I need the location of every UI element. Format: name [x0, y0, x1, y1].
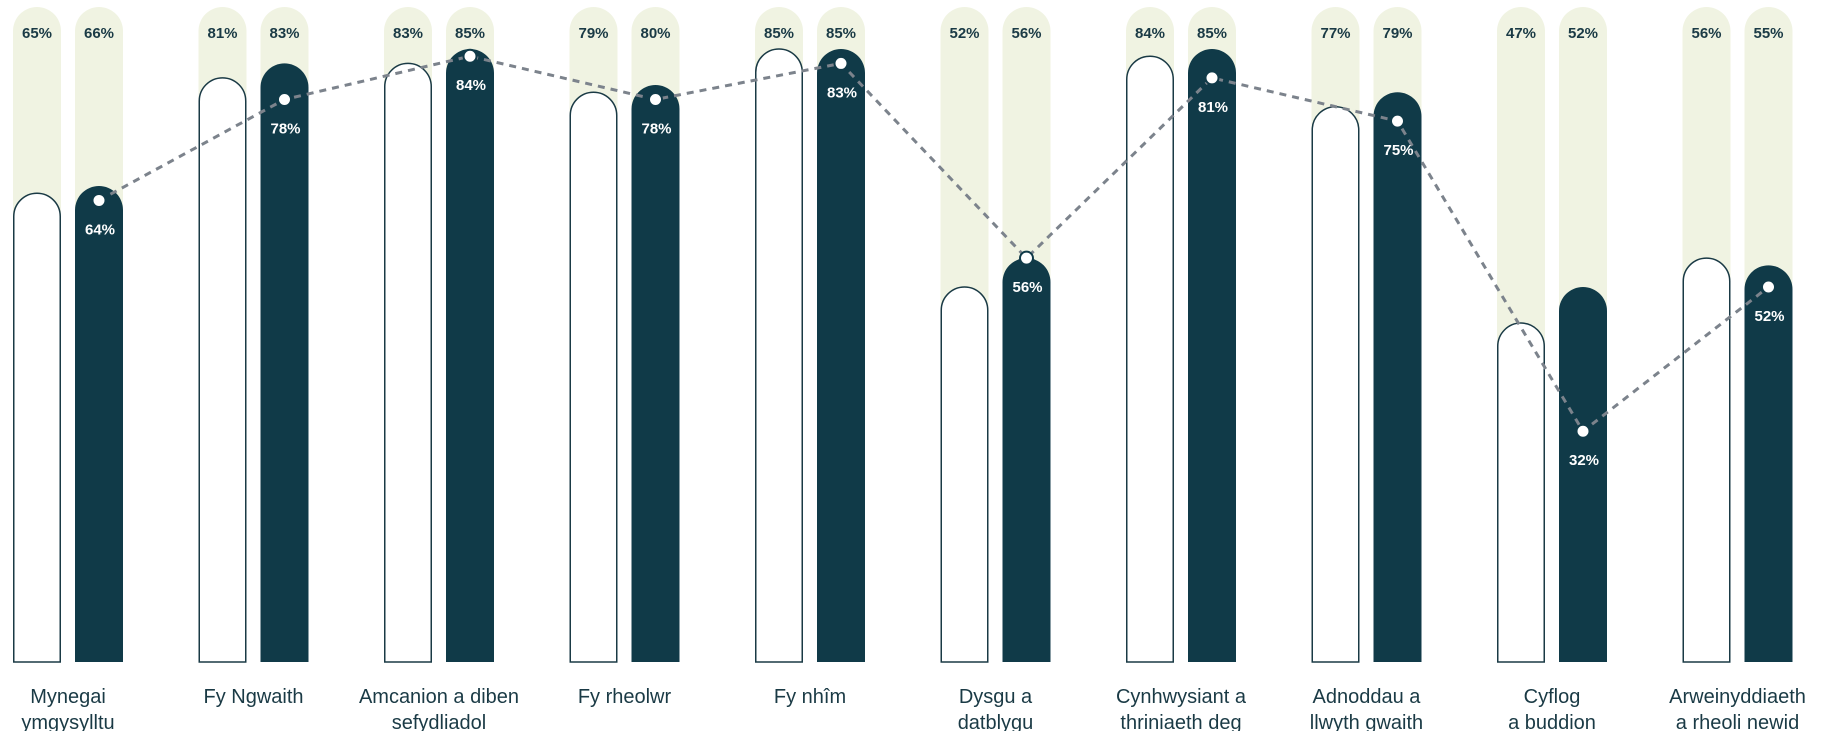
line-marker-0 — [91, 192, 107, 208]
line-label-7: 75% — [1383, 142, 1413, 159]
bar-outline-0 — [13, 192, 61, 663]
line-label-6: 81% — [1198, 99, 1228, 116]
line-layer — [91, 48, 1776, 439]
bar-filled-4 — [817, 49, 865, 662]
line-marker-3 — [648, 91, 663, 107]
top-label-outline-0: 65% — [22, 25, 52, 42]
top-label-outline-9: 56% — [1691, 25, 1721, 42]
bar-filled-5 — [1002, 258, 1051, 662]
top-label-filled-6: 85% — [1197, 25, 1227, 42]
top-label-outline-6: 84% — [1135, 25, 1165, 42]
top-label-filled-8: 52% — [1568, 25, 1598, 42]
bar-filled-7 — [1373, 92, 1422, 662]
line-label-1: 78% — [270, 120, 300, 137]
bar-outline-7 — [1311, 106, 1360, 663]
line-label-9: 52% — [1754, 308, 1784, 325]
bar-filled-0 — [75, 186, 123, 662]
bar-outline-6 — [1126, 55, 1174, 663]
bar-outline-9 — [1682, 257, 1731, 663]
top-label-outline-1: 81% — [207, 25, 237, 42]
category-label-4: Fy nhîm — [774, 686, 846, 708]
bar-outline-8 — [1497, 322, 1545, 663]
bars-layer — [13, 48, 1793, 663]
category-label-2: Amcanion a diben sefydliadol — [359, 686, 519, 731]
top-label-filled-9: 55% — [1753, 25, 1783, 42]
category-label-3: Fy rheolwr — [578, 686, 672, 708]
line-label-5: 56% — [1012, 279, 1042, 296]
line-label-2: 84% — [456, 77, 486, 94]
trend-line — [98, 54, 1770, 434]
bar-filled-6 — [1188, 49, 1236, 662]
line-marker-9 — [1761, 279, 1776, 295]
top-label-filled-1: 83% — [269, 25, 299, 42]
top-label-outline-5: 52% — [949, 25, 979, 42]
line-label-0: 64% — [85, 221, 115, 238]
bar-outline-4 — [755, 48, 803, 663]
category-label-6: Cynhwysiant a thriniaeth deg — [1116, 686, 1247, 731]
line-marker-6 — [1204, 70, 1220, 86]
line-marker-2 — [462, 48, 478, 64]
top-label-outline-2: 83% — [393, 25, 423, 42]
top-label-filled-2: 85% — [455, 25, 485, 42]
top-label-filled-3: 80% — [640, 25, 670, 42]
line-marker-7 — [1390, 113, 1405, 129]
category-label-9: Arweinyddiaeth a rheoli newid — [1669, 686, 1806, 731]
line-label-4: 83% — [827, 84, 857, 101]
line-label-3: 78% — [641, 120, 671, 137]
bar-filled-2 — [446, 49, 494, 662]
category-label-7: Adnoddau a llwyth gwaith — [1310, 686, 1423, 731]
line-marker-4 — [833, 55, 849, 71]
bar-outline-2 — [384, 62, 432, 663]
line-marker-5 — [1019, 250, 1034, 266]
top-label-filled-7: 79% — [1382, 25, 1412, 42]
bar-outline-3 — [569, 91, 618, 663]
line-marker-8 — [1575, 423, 1591, 439]
top-label-filled-5: 56% — [1011, 25, 1041, 42]
top-label-filled-0: 66% — [84, 25, 114, 42]
top-label-outline-8: 47% — [1506, 25, 1536, 42]
category-label-1: Fy Ngwaith — [203, 686, 303, 708]
category-label-5: Dysgu a datblygu — [958, 686, 1034, 731]
labels-layer: 65% 66% Mynegai ymgysylltu 81% 83% Fy Ngwaith 8… — [21, 25, 1806, 731]
bar-filled-3 — [631, 85, 680, 662]
line-marker-1 — [277, 91, 292, 107]
category-label-0: Mynegai ymgysylltu — [21, 686, 114, 731]
bar-filled-8 — [1559, 286, 1607, 662]
category-label-8: Cyflog a buddion — [1508, 686, 1596, 731]
top-label-outline-4: 85% — [764, 25, 794, 42]
top-label-outline-3: 79% — [578, 25, 608, 42]
bar-outline-5 — [940, 286, 989, 663]
line-label-8: 32% — [1569, 452, 1599, 469]
top-label-filled-4: 85% — [826, 25, 856, 42]
bar-filled-9 — [1744, 265, 1793, 662]
bar-filled-1 — [260, 63, 309, 663]
bar-outline-1 — [198, 77, 247, 663]
top-label-outline-7: 77% — [1320, 25, 1350, 42]
